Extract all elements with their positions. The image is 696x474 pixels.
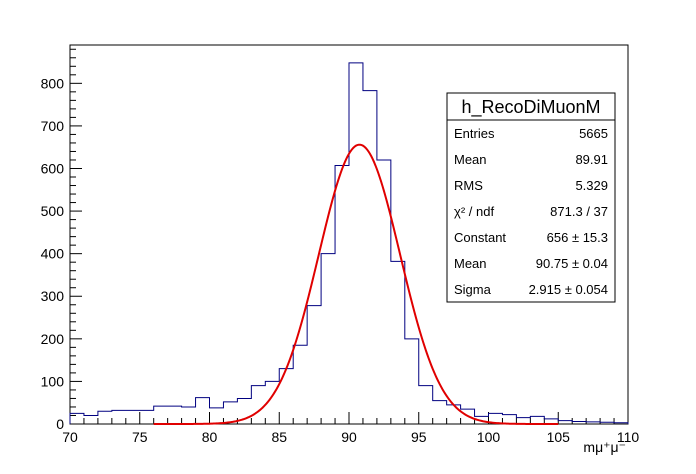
y-tick-label: 100	[41, 373, 65, 389]
stats-row-value: 2.915 ± 0.054	[529, 282, 608, 297]
stats-row-value: 90.75 ± 0.04	[536, 256, 608, 271]
x-tick-label: 75	[132, 429, 148, 445]
histogram-outline	[69, 62, 629, 424]
stats-row-value: 871.3 / 37	[550, 204, 608, 219]
stats-box-title: h_RecoDiMuonM	[461, 97, 600, 118]
y-tick-label: 400	[41, 246, 65, 262]
stats-box: h_RecoDiMuonM Entries 5665 Mean 89.91 RMS 5.32…	[446, 92, 616, 303]
y-tick-label: 500	[41, 203, 65, 219]
y-tick-label: 300	[41, 288, 65, 304]
stats-row-label: Mean	[454, 256, 487, 271]
x-tick-label: 110	[617, 429, 640, 445]
y-tick-label: 700	[41, 118, 65, 134]
stats-row-value: 5665	[579, 126, 608, 141]
stats-row-label: Mean	[454, 152, 487, 167]
y-tick-label: 600	[41, 160, 65, 176]
stats-row-label: Constant	[454, 230, 506, 245]
stats-row-label: RMS	[454, 178, 483, 193]
stats-row-value: 656 ± 15.3	[547, 230, 608, 245]
stats-row-value: 5.329	[575, 178, 608, 193]
stats-box-frame	[446, 92, 616, 303]
x-tick-label: 95	[411, 429, 427, 445]
x-tick-label: 90	[341, 429, 357, 445]
x-tick-label: 70	[62, 429, 78, 445]
y-tick-label: 200	[41, 331, 65, 347]
stats-row-value: 89.91	[575, 152, 608, 167]
y-tick-label: 800	[41, 75, 65, 91]
x-tick-label: 85	[271, 429, 287, 445]
gaussian-fit-curve	[153, 143, 559, 425]
x-tick-label: 80	[202, 429, 218, 445]
stats-row-label: χ² / ndf	[454, 204, 494, 219]
axis-tick-labels: 70 75 80 85 90 95 100 105 110 0 100 200 300 400 500 600…	[41, 75, 640, 445]
stats-row-label: Sigma	[454, 282, 492, 297]
stats-row-label: Entries	[454, 126, 495, 141]
x-tick-label: 105	[547, 429, 571, 445]
x-axis-label: mμ⁺μ⁻	[583, 439, 626, 455]
y-tick-label: 0	[56, 416, 64, 432]
x-tick-label: 100	[477, 429, 501, 445]
